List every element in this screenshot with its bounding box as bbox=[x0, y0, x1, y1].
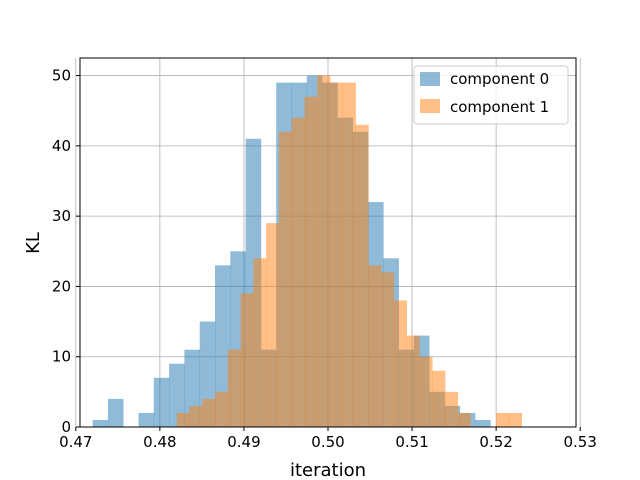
legend-label-component-0: component 0 bbox=[450, 70, 549, 88]
legend-box bbox=[413, 65, 569, 125]
legend-swatch-component-0 bbox=[420, 72, 440, 86]
y-tick-label: 20 bbox=[52, 277, 71, 295]
y-axis-label: KL bbox=[23, 232, 44, 254]
legend: component 0 component 1 bbox=[413, 65, 569, 125]
legend-label-component-1: component 1 bbox=[450, 98, 549, 116]
histogram-bar bbox=[381, 272, 395, 427]
histogram-bar bbox=[92, 419, 109, 427]
histogram-bar bbox=[304, 96, 318, 428]
histogram-bar bbox=[342, 82, 356, 427]
x-axis-label: iteration bbox=[290, 460, 366, 480]
histogram-bar bbox=[215, 265, 231, 427]
histogram-bar bbox=[496, 412, 510, 427]
histogram-bar bbox=[278, 131, 292, 428]
histogram-bar bbox=[169, 363, 185, 427]
x-tick-label: 0.52 bbox=[479, 433, 512, 451]
histogram-bar bbox=[406, 335, 420, 427]
histogram-bar bbox=[202, 398, 216, 427]
x-tick-label: 0.51 bbox=[395, 433, 428, 451]
histogram-bar bbox=[107, 398, 124, 427]
x-tick-label: 0.53 bbox=[564, 433, 597, 451]
histogram-bars bbox=[92, 75, 522, 428]
histogram-bar bbox=[419, 356, 433, 427]
x-tick-label: 0.48 bbox=[143, 433, 176, 451]
histogram-bar bbox=[153, 377, 170, 427]
histogram-bar bbox=[176, 412, 190, 427]
histogram-bar bbox=[475, 419, 491, 427]
histogram-bar bbox=[393, 300, 407, 427]
histogram-bar bbox=[189, 405, 203, 427]
histogram-bar bbox=[330, 82, 344, 427]
histogram-bar bbox=[240, 293, 254, 427]
histogram-bar bbox=[432, 370, 446, 427]
legend-swatch-component-1 bbox=[420, 99, 440, 113]
histogram-bar bbox=[215, 391, 229, 427]
y-tick-label: 50 bbox=[52, 67, 71, 85]
histogram-bar bbox=[138, 412, 155, 427]
histogram-bar bbox=[445, 391, 459, 427]
y-tick-label: 0 bbox=[61, 418, 71, 436]
histogram-bar bbox=[368, 265, 382, 427]
x-tick-label: 0.49 bbox=[227, 433, 260, 451]
series-component-1 bbox=[176, 75, 522, 428]
histogram-bar bbox=[508, 412, 522, 427]
histogram-bar bbox=[253, 258, 267, 427]
histogram-bar bbox=[266, 223, 280, 427]
y-tick-label: 10 bbox=[52, 348, 71, 366]
y-tick-label: 40 bbox=[52, 137, 71, 155]
histogram-bar bbox=[291, 117, 305, 427]
axis-ticks: 0.47 0.48 0.49 0.50 0.51 0.52 0.53 0 10 20 30 40 50 bbox=[52, 67, 597, 451]
x-tick-label: 0.50 bbox=[311, 433, 344, 451]
y-tick-label: 30 bbox=[52, 207, 71, 225]
histogram-bar bbox=[227, 349, 241, 427]
histogram-bar bbox=[457, 412, 471, 427]
x-tick-label: 0.47 bbox=[59, 433, 92, 451]
histogram-bar bbox=[355, 124, 369, 428]
histogram-bar bbox=[317, 75, 331, 428]
